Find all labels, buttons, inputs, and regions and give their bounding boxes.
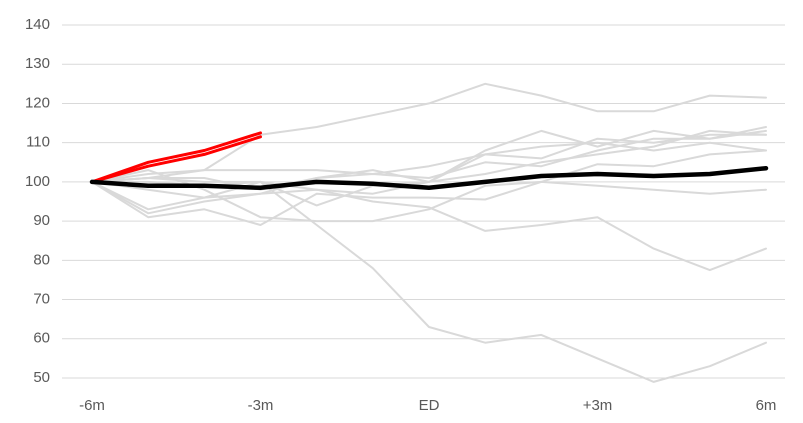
x-tick-label: ED [419, 397, 440, 414]
series-line [90, 135, 262, 184]
y-tick-label: 90 [33, 212, 50, 229]
series-line [90, 131, 262, 184]
y-tick-label: 60 [33, 330, 50, 347]
series-line [91, 141, 767, 183]
x-tick-label: -3m [248, 397, 274, 414]
series-line [91, 149, 767, 226]
x-tick-label: +3m [583, 397, 613, 414]
y-tick-label: 110 [26, 134, 50, 151]
y-tick-label: 50 [33, 369, 50, 386]
y-tick-label: 100 [25, 173, 50, 190]
series-line [91, 129, 767, 211]
series-line [91, 129, 767, 191]
y-tick-label: 140 [25, 16, 50, 33]
y-tick-label: 80 [33, 251, 50, 268]
series-line [91, 177, 767, 383]
y-tick-label: 70 [33, 291, 50, 308]
y-tick-label: 120 [25, 94, 50, 111]
series-line [91, 169, 767, 223]
x-tick-label: -6m [79, 397, 105, 414]
y-tick-label: 130 [25, 55, 50, 72]
series-line [89, 165, 769, 191]
x-tick-label: 6m [756, 397, 777, 414]
